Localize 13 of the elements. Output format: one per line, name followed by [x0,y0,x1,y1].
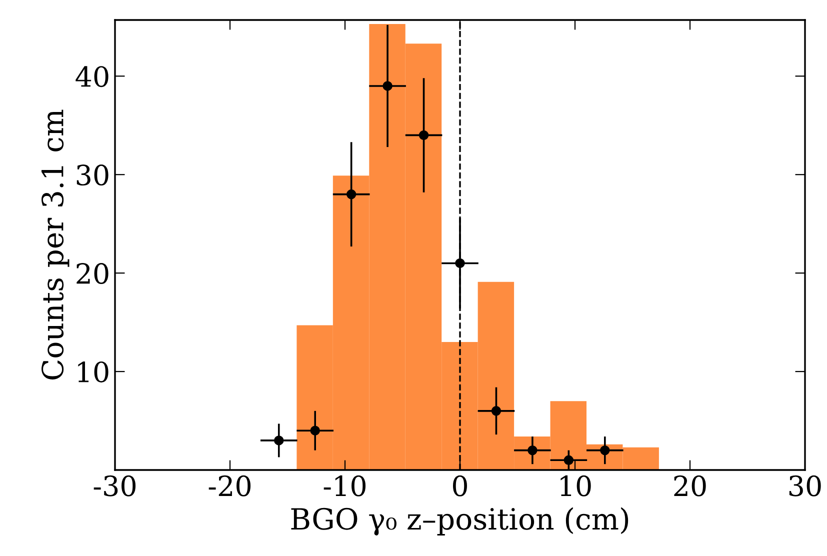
x-tick-label: 30 [789,475,821,496]
x-axis-title: BGO γ₀ z–position (cm) [291,507,628,536]
y-tick-label: 20 [76,263,108,284]
x-tick-label: 20 [674,475,706,496]
y-tick-label: 40 [76,66,108,88]
y-tick-label: 30 [76,164,108,186]
x-tick-label: -10 [324,475,366,496]
x-tick-label: 0 [452,475,467,496]
x-tick-label: 10 [560,475,591,496]
x-tick-label: -20 [208,475,251,496]
y-axis-title: Counts per 3.1 cm [42,110,70,380]
x-tick-label: -30 [94,475,136,496]
y-tick-label: 10 [78,361,108,382]
